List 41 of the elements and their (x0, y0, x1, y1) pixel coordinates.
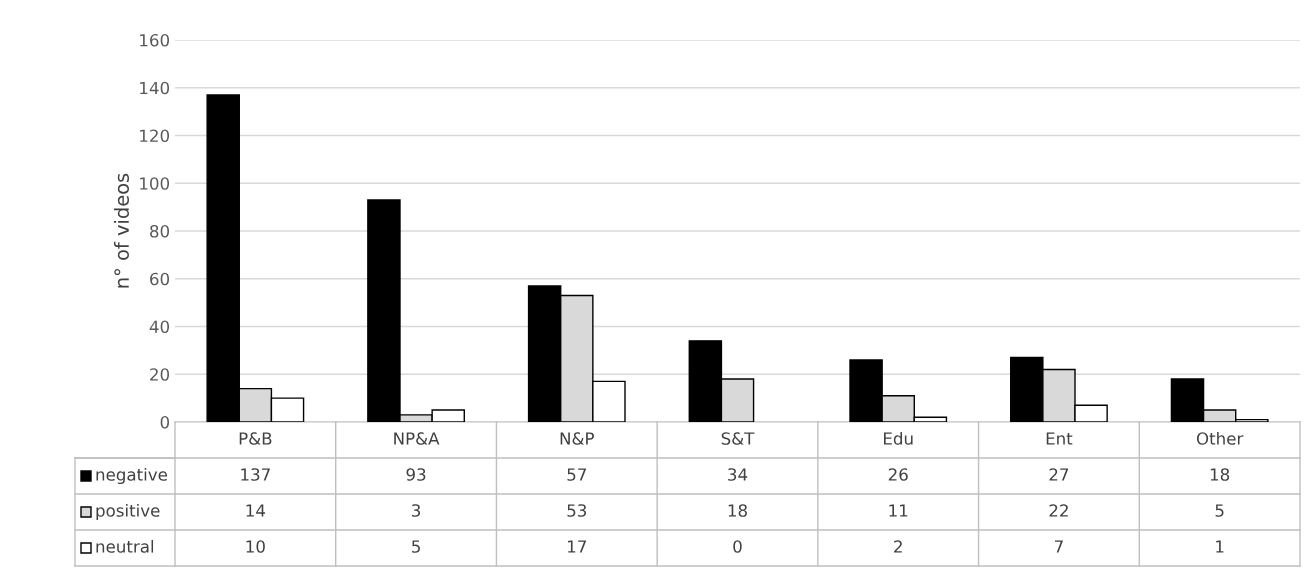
data-label: 22 (1049, 504, 1068, 517)
data-label: 2 (894, 540, 902, 553)
data-label: 18 (728, 504, 747, 517)
y-tick-label: 100 (140, 177, 170, 190)
data-label: 27 (1049, 468, 1069, 481)
data-label: 5 (1215, 504, 1224, 517)
data-label: 14 (246, 504, 266, 517)
data-label: 18 (1210, 468, 1230, 481)
x-tick-label: S&T (721, 432, 755, 445)
y-tick-label: 20 (150, 368, 170, 381)
y-tick-label: 60 (150, 272, 170, 286)
data-label: 10 (246, 540, 265, 553)
y-axis-title: n° of videos (113, 173, 129, 288)
data-label: 53 (567, 504, 587, 517)
data-label: 34 (728, 468, 748, 481)
data-label: 137 (241, 468, 270, 481)
y-tick-label: 80 (150, 224, 170, 238)
x-tick-label: Ent (1046, 432, 1073, 445)
x-tick-label: NP&A (394, 432, 440, 445)
legend-label: positive (96, 503, 160, 521)
legend-label: neutral (96, 539, 154, 553)
y-tick-label: 120 (140, 129, 170, 143)
data-label: 93 (406, 468, 426, 481)
y-tick-label: 160 (140, 33, 170, 47)
data-label: 3 (412, 504, 421, 517)
x-tick-label: Other (1196, 431, 1244, 445)
data-label: 7 (1054, 540, 1063, 553)
data-label: 5 (412, 540, 420, 553)
y-tick-label: 40 (149, 320, 170, 334)
data-label: 57 (567, 468, 586, 481)
data-label: 17 (568, 540, 586, 553)
y-tick-label: 0 (160, 415, 170, 429)
x-tick-label: N&P (560, 432, 594, 445)
data-label: 26 (888, 468, 908, 481)
data-label: 11 (889, 504, 908, 517)
x-tick-label: Edu (884, 431, 913, 445)
legend-label: negative (96, 467, 168, 485)
x-tick-label: P&B (239, 432, 272, 445)
data-label: 0 (733, 540, 742, 553)
data-label: 1 (1216, 540, 1224, 553)
y-tick-label: 140 (140, 81, 170, 95)
